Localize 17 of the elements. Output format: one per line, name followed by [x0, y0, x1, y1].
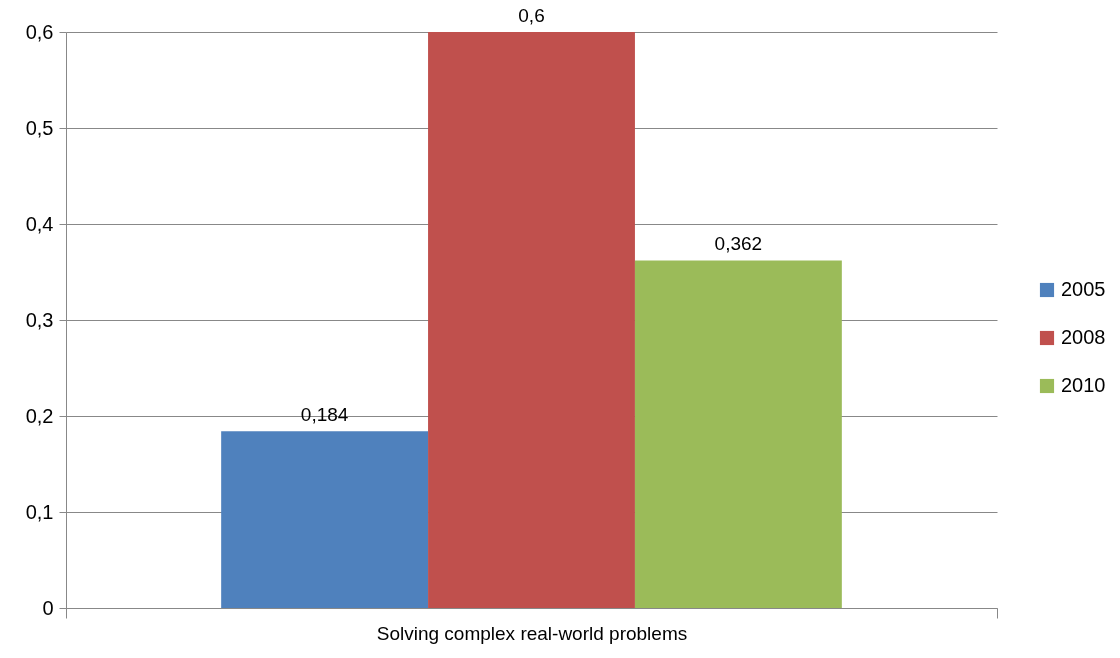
bar: [428, 32, 635, 608]
y-tick-label: 0,1: [25, 500, 54, 523]
legend-label: 2008: [1061, 326, 1106, 348]
y-tick-label: 0: [42, 596, 54, 619]
y-tick-label: 0,6: [25, 20, 54, 43]
x-tick-label: Solving complex real-world problems: [376, 622, 688, 644]
y-tick-label: 0,2: [25, 404, 54, 427]
data-label: 0,6: [518, 5, 545, 26]
y-tick-label: 0,3: [25, 308, 54, 331]
bar: [634, 260, 842, 608]
y-tick-label: 0,4: [25, 212, 54, 235]
y-tick-label: 0,5: [25, 116, 54, 139]
data-label: 0,184: [300, 404, 349, 426]
bar: [221, 431, 429, 608]
data-label: 0,362: [714, 233, 763, 255]
legend-label: 2005: [1061, 278, 1106, 300]
legend-label: 2010: [1061, 374, 1106, 396]
